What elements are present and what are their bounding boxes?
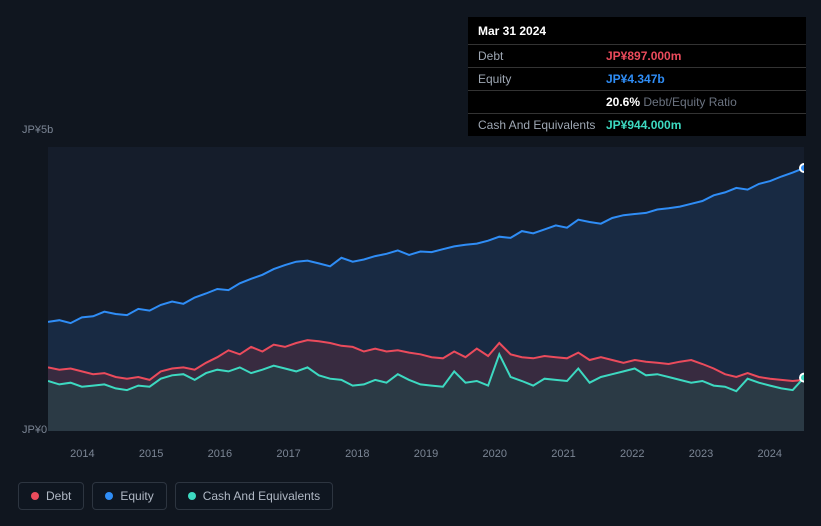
tooltip-row-label: Debt <box>478 49 606 63</box>
legend-item[interactable]: Debt <box>18 482 84 510</box>
chart-svg <box>48 147 804 431</box>
x-axis-tick: 2017 <box>254 448 323 466</box>
legend-item[interactable]: Equity <box>92 482 166 510</box>
x-axis-tick: 2015 <box>117 448 186 466</box>
y-axis-tick-min: JP¥0 <box>22 424 47 436</box>
tooltip-row-value: JP¥4.347b <box>606 72 665 86</box>
chart-legend: Debt Equity Cash And Equivalents <box>18 482 333 510</box>
x-axis-tick: 2018 <box>323 448 392 466</box>
tooltip-row-label: Equity <box>478 72 606 86</box>
legend-item[interactable]: Cash And Equivalents <box>175 482 333 510</box>
x-axis-tick: 2020 <box>460 448 529 466</box>
legend-label: Cash And Equivalents <box>203 489 320 503</box>
tooltip-row-label <box>478 95 606 109</box>
x-axis-tick: 2019 <box>392 448 461 466</box>
tooltip-row-value: 20.6% Debt/Equity Ratio <box>606 95 737 109</box>
x-axis-tick: 2016 <box>185 448 254 466</box>
x-axis-tick: 2021 <box>529 448 598 466</box>
legend-label: Equity <box>120 489 153 503</box>
area-chart[interactable] <box>48 147 804 431</box>
tooltip-row: Cash And EquivalentsJP¥944.000m <box>468 114 806 136</box>
x-axis-tick: 2022 <box>598 448 667 466</box>
x-axis-tick: 2024 <box>735 448 804 466</box>
legend-label: Debt <box>46 489 71 503</box>
tooltip-row: 20.6% Debt/Equity Ratio <box>468 91 806 114</box>
tooltip-row: EquityJP¥4.347b <box>468 68 806 91</box>
tooltip-row: DebtJP¥897.000m <box>468 45 806 68</box>
legend-dot-icon <box>105 492 113 500</box>
tooltip-row-value: JP¥897.000m <box>606 49 681 63</box>
x-axis-labels: 2014201520162017201820192020202120222023… <box>48 448 804 466</box>
tooltip-date: Mar 31 2024 <box>468 17 806 45</box>
chart-tooltip: Mar 31 2024 DebtJP¥897.000mEquityJP¥4.34… <box>468 17 806 136</box>
tooltip-row-value: JP¥944.000m <box>606 118 681 132</box>
tooltip-row-label: Cash And Equivalents <box>478 118 606 132</box>
legend-dot-icon <box>31 492 39 500</box>
x-axis-tick: 2023 <box>667 448 736 466</box>
legend-dot-icon <box>188 492 196 500</box>
x-axis-tick: 2014 <box>48 448 117 466</box>
y-axis-tick-max: JP¥5b <box>22 124 53 136</box>
